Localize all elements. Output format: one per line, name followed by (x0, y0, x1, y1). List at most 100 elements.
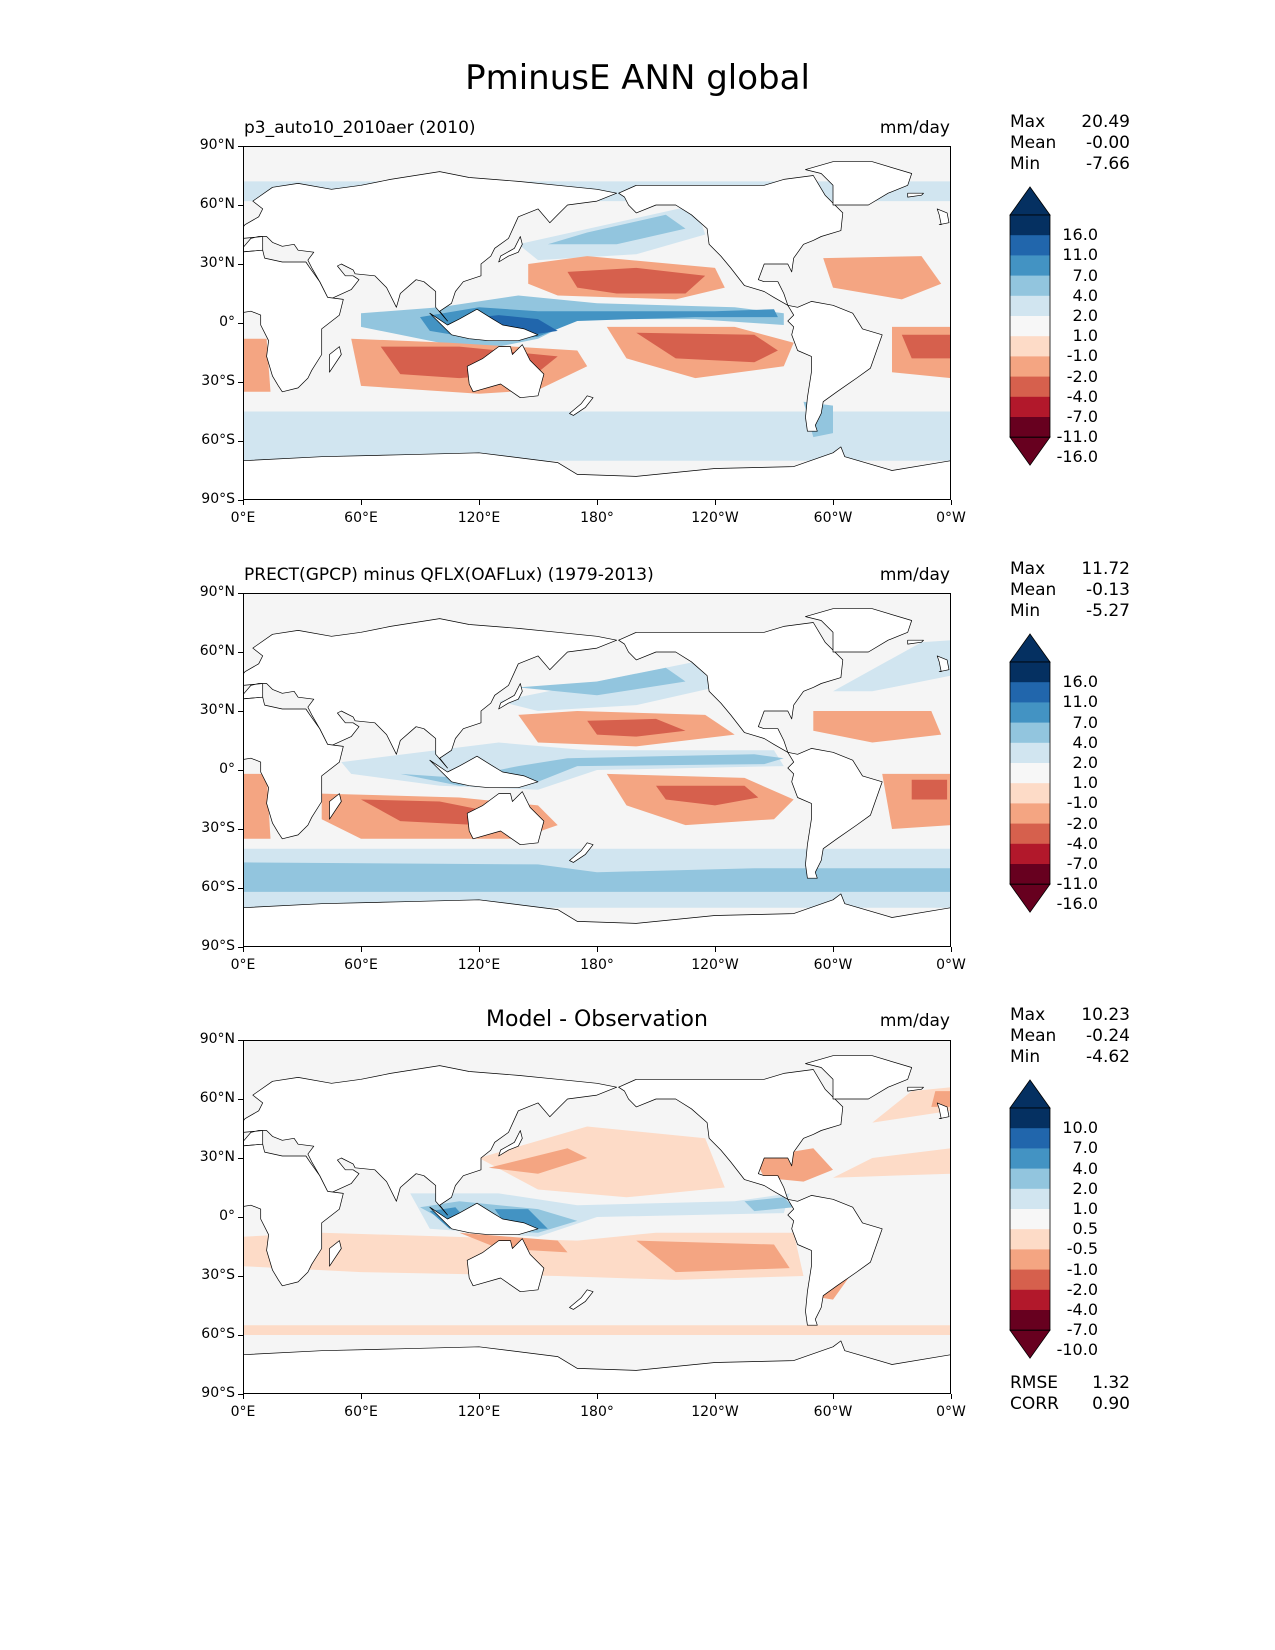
coastline-samerica (787, 301, 883, 432)
colorbar-level-label: -2.0 (1066, 366, 1098, 386)
coastline-iceland (907, 192, 924, 198)
field-contour-red_dark (911, 779, 948, 800)
lat-tick-label: 0° (219, 761, 235, 777)
lat-tick-label: 90°N (199, 584, 235, 600)
colorbar-segment (1010, 803, 1050, 825)
lat-tick-label: 30°N (199, 1149, 235, 1165)
field-contour-red_dark (636, 332, 778, 363)
colorbar-level-label: -1.0 (1066, 793, 1098, 813)
lon-tick-mark (833, 500, 834, 505)
panel-2-stat-mean-label: Mean (1010, 580, 1057, 600)
colorbar-segment (1010, 763, 1050, 784)
colorbar-segment (1010, 1310, 1050, 1331)
lat-tick-label: 90°S (201, 491, 235, 507)
panel-1-colorbar (1009, 186, 1051, 466)
colorbar-outline (1009, 661, 1051, 885)
panel-3-colorbar (1009, 1079, 1051, 1359)
lon-tick-label: 180° (580, 1404, 614, 1420)
lat-tick-mark (238, 652, 243, 653)
lat-tick-label: 60°N (199, 196, 235, 212)
panel-2-stat-min-label: Min (1010, 601, 1041, 621)
colorbar-level-label: 2.0 (1072, 753, 1098, 772)
coastline-namerica (618, 1069, 844, 1200)
lat-tick-label: 0° (219, 314, 235, 330)
lon-tick-label: 0°W (936, 957, 966, 973)
colorbar-level-label: -7.0 (1066, 854, 1098, 873)
colorbar-level-label: 16.0 (1062, 225, 1098, 245)
lon-tick-label: 120°E (457, 510, 501, 526)
lon-tick-mark (833, 947, 834, 952)
map-frame (243, 1040, 951, 1394)
colorbar-level-label: -7.0 (1066, 407, 1098, 426)
field-contour-red_dark (361, 799, 499, 826)
colorbar-segment (1010, 1229, 1050, 1250)
lat-tick-mark (238, 770, 243, 771)
field-contour-blue_light (833, 640, 951, 692)
colorbar-segment (1010, 376, 1050, 398)
lon-tick-mark (361, 947, 362, 952)
lat-tick-mark (238, 1040, 243, 1041)
colorbar-segment (1010, 356, 1050, 378)
lat-tick-label: 30°N (199, 255, 235, 271)
field-contour-red_mid (243, 773, 271, 839)
coastline-australia (466, 1238, 545, 1293)
lat-tick-mark (238, 382, 243, 383)
panel-1-stat-mean-value: -0.00 (1086, 133, 1130, 153)
colorbar-level-label: -11.0 (1056, 427, 1098, 447)
lat-tick-mark (238, 441, 243, 442)
coastline-uk (936, 208, 950, 226)
colorbar-segment (1010, 864, 1050, 885)
map-frame (243, 593, 951, 947)
colorbar-segment (1010, 417, 1050, 438)
colorbar-level-label: -16.0 (1056, 894, 1098, 914)
colorbar-extend-bottom (1009, 883, 1051, 913)
lon-tick-mark (951, 500, 952, 505)
coastline-antarctica (243, 893, 951, 947)
colorbar-level-label: -7.0 (1066, 1320, 1098, 1340)
colorbar-level-label: 7.0 (1072, 265, 1098, 285)
lat-tick-mark (238, 593, 243, 594)
lat-tick-label: 30°S (201, 373, 235, 389)
lon-tick-mark (715, 1394, 716, 1399)
colorbar-level-label: -0.5 (1066, 1239, 1098, 1259)
lon-tick-label: 60°W (813, 957, 853, 973)
lat-tick-mark (238, 205, 243, 206)
lat-tick-label: 90°N (199, 1031, 235, 1047)
colorbar-segment (1010, 316, 1050, 337)
lat-tick-mark (238, 829, 243, 830)
colorbar-level-label: -4.0 (1066, 833, 1098, 853)
lon-tick-label: 180° (580, 957, 614, 973)
lon-tick-mark (479, 500, 480, 505)
field-contour-red_mid (823, 256, 942, 300)
coastline-iceland (907, 639, 924, 645)
lon-tick-label: 60°E (344, 1404, 378, 1420)
coastline-namerica (618, 175, 844, 306)
coastline-australia (466, 344, 545, 399)
lat-tick-label: 90°N (199, 137, 235, 153)
lat-tick-mark (238, 1335, 243, 1336)
lon-tick-mark (243, 1394, 244, 1399)
colorbar-segment (1010, 215, 1050, 236)
lon-tick-mark (243, 947, 244, 952)
colorbar-segment (1010, 336, 1050, 357)
coastline-japan (498, 683, 523, 710)
colorbar-extend-top (1009, 633, 1051, 663)
colorbar-level-label: 4.0 (1072, 285, 1098, 305)
colorbar-level-label: -1.0 (1066, 346, 1098, 366)
corr-label: CORR (1010, 1394, 1059, 1414)
coastline-japan (498, 1130, 523, 1157)
panel-2-title: PRECT(GPCP) minus QFLX(OAFLux) (1979-201… (244, 565, 654, 585)
coastline-greenland (805, 608, 913, 653)
colorbar-segment (1010, 1249, 1050, 1271)
colorbar-segment (1010, 702, 1050, 724)
coastline-samerica (787, 1195, 883, 1326)
colorbar-level-label: -11.0 (1056, 874, 1098, 894)
lat-tick-mark (238, 711, 243, 712)
panel-1-stat-max-label: Max (1010, 112, 1046, 132)
colorbar-segment (1010, 396, 1050, 418)
colorbar-level-label: -2.0 (1066, 1279, 1098, 1299)
lat-tick-mark (238, 1394, 243, 1395)
field-contour-red_light (243, 1325, 951, 1335)
lon-tick-label: 120°W (691, 957, 739, 973)
colorbar-segment (1010, 1128, 1050, 1149)
